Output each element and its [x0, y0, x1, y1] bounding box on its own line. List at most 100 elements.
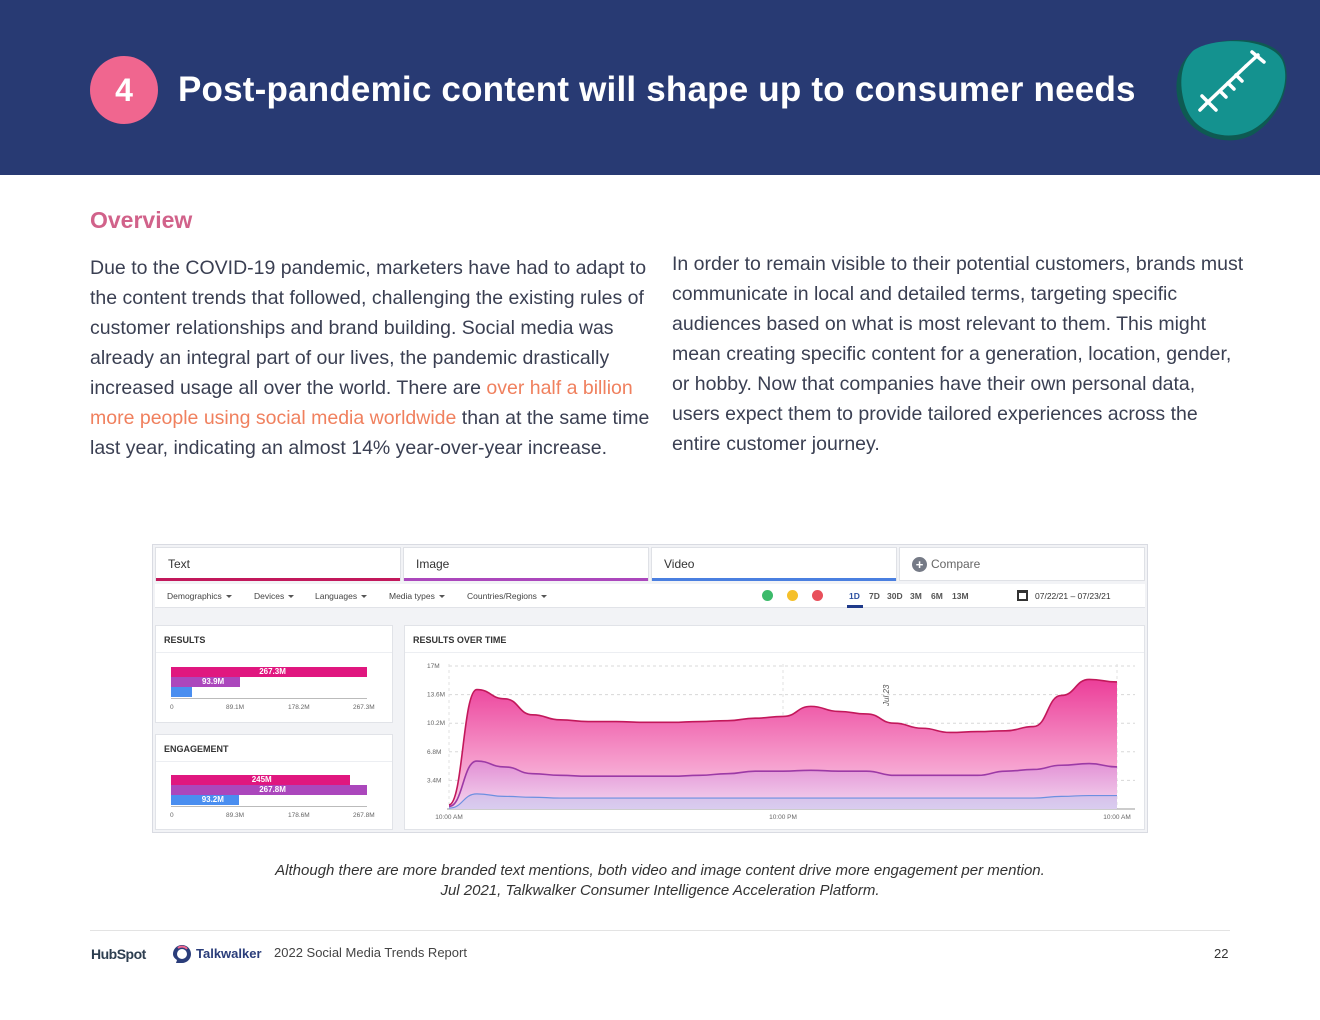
tab-video[interactable]: Video — [651, 547, 897, 581]
filter-demographics-label: Demographics — [167, 591, 222, 601]
panel-divider — [405, 652, 1144, 653]
filter-countries-label: Countries/Regions — [467, 591, 537, 601]
compare-button[interactable]: + Compare — [899, 547, 1145, 581]
hubspot-logo: HubSpot — [91, 946, 146, 962]
caret-down-icon — [288, 595, 295, 599]
results-tick: 267.3M — [353, 704, 375, 711]
positive-sentiment-icon[interactable] — [762, 590, 773, 601]
y-tick-label: 10.2M — [427, 720, 445, 727]
filter-languages-label: Languages — [315, 591, 358, 601]
filter-countries[interactable]: Countries/Regions — [467, 591, 547, 601]
filter-devices[interactable]: Devices — [254, 591, 295, 601]
engagement-panel: ENGAGEMENT 245M 267.8M 93.2M 0 89.3M 178… — [155, 734, 393, 830]
y-tick-label: 17M — [427, 663, 440, 670]
filter-bar: Demographics Devices Languages Media typ… — [155, 584, 1145, 608]
results-tick: 0 — [170, 704, 174, 711]
results-over-time-chart: 17M 13.6M 10.2M 6.8M 3.4M 10:00 AM 10:00 PM 10:… — [427, 663, 1135, 821]
neutral-sentiment-icon[interactable] — [787, 590, 798, 601]
tab-image-underline — [404, 578, 648, 581]
image-series-area — [449, 761, 1117, 809]
filter-languages[interactable]: Languages — [315, 591, 368, 601]
image-series-line — [448, 760, 1118, 808]
talkwalker-logo: Talkwalker — [196, 946, 262, 961]
results-text-bar: 267.3M — [171, 667, 367, 677]
engagement-axis — [171, 806, 367, 807]
figure-source: Jul 2021, Talkwalker Consumer Intelligen… — [440, 882, 880, 899]
filter-media-types[interactable]: Media types — [389, 591, 445, 601]
talkwalker-logo-icon — [173, 945, 191, 963]
range-6m[interactable]: 6M — [931, 591, 943, 601]
compare-label: Compare — [931, 557, 981, 571]
page-number: 22 — [1214, 946, 1229, 961]
results-image-value: 93.9M — [201, 677, 225, 686]
tab-image-label: Image — [416, 557, 450, 571]
left-text-start: Due to the COVID-19 pandemic, marketers … — [90, 257, 647, 399]
results-video-bar — [171, 687, 193, 697]
overview-heading: Overview — [90, 207, 193, 233]
date-range-picker[interactable]: 07/22/21 – 07/23/21 — [1035, 591, 1111, 601]
range-30d[interactable]: 30D — [887, 591, 903, 601]
panel-divider — [156, 652, 392, 653]
engagement-tick: 0 — [170, 812, 174, 819]
social-media-stat-link[interactable]: over half a billion more people using so… — [90, 377, 633, 429]
results-tick: 89.1M — [226, 704, 245, 711]
engagement-text-value: 245M — [251, 775, 272, 784]
page-title: Post-pandemic content will shape up to c… — [178, 70, 1136, 109]
engagement-image-bar: 267.8M — [171, 785, 367, 795]
range-1d[interactable]: 1D — [849, 591, 860, 601]
y-tick-label: 6.8M — [427, 749, 441, 756]
results-image-bar: 93.9M — [171, 677, 240, 687]
caret-down-icon — [540, 595, 547, 599]
text-series-line — [448, 678, 1118, 806]
report-name: 2022 Social Media Trends Report — [274, 945, 467, 960]
video-series-line — [448, 793, 1117, 809]
x-tick-label: 10:00 AM — [435, 814, 462, 821]
video-series-area — [449, 793, 1117, 809]
tab-text[interactable]: Text — [155, 547, 401, 581]
y-tick-label: 13.6M — [427, 692, 445, 699]
figure-caption: Although there are more branded text men… — [275, 862, 1045, 879]
results-title: RESULTS — [164, 635, 206, 645]
x-tick-label: 10:00 AM — [1103, 814, 1130, 821]
engagement-tick: 178.6M — [288, 812, 310, 819]
header-band: 4 Post-pandemic content will shape up to… — [0, 0, 1320, 175]
date-annotation: Jul 23 — [882, 684, 891, 707]
footer-divider — [90, 930, 1230, 931]
engagement-text-bar: 245M — [171, 775, 351, 785]
overview-right-paragraph: In order to remain visible to their pote… — [672, 253, 1244, 455]
engagement-video-bar: 93.2M — [171, 795, 240, 805]
calendar-icon[interactable] — [1017, 590, 1028, 601]
active-range-indicator — [847, 605, 863, 608]
tab-text-label: Text — [168, 557, 191, 571]
filter-media-types-label: Media types — [389, 591, 435, 601]
results-over-time-panel: RESULTS OVER TIME 17M 13.6M 10.2M 6.8M 3.4M 1… — [404, 625, 1145, 830]
range-13m[interactable]: 13M — [952, 591, 969, 601]
filter-demographics[interactable]: Demographics — [167, 591, 232, 601]
tab-video-label: Video — [664, 557, 695, 571]
y-tick-label: 3.4M — [427, 777, 441, 784]
engagement-tick: 267.8M — [353, 812, 375, 819]
panel-divider — [156, 761, 392, 762]
filter-devices-label: Devices — [254, 591, 285, 601]
left-text-end: than at the same time last year, indicat… — [90, 407, 650, 459]
caret-down-icon — [225, 595, 232, 599]
range-7d[interactable]: 7D — [869, 591, 880, 601]
plus-circle-icon: + — [912, 557, 927, 573]
negative-sentiment-icon[interactable] — [812, 590, 823, 601]
engagement-tick: 89.3M — [226, 812, 245, 819]
caret-down-icon — [361, 595, 368, 599]
caret-down-icon — [438, 595, 445, 599]
tab-text-underline — [156, 578, 400, 581]
results-panel: RESULTS 267.3M 93.9M 0 89.1M 178.2M 267.… — [155, 625, 393, 723]
x-tick-label: 10:00 PM — [769, 814, 797, 821]
results-axis — [171, 698, 367, 699]
results-tick: 178.2M — [288, 704, 310, 711]
engagement-title: ENGAGEMENT — [164, 744, 229, 754]
results-text-value: 267.3M — [259, 667, 286, 676]
section-number-badge: 4 — [90, 56, 158, 124]
tab-image[interactable]: Image — [403, 547, 649, 581]
engagement-image-value: 267.8M — [259, 785, 286, 794]
range-3m[interactable]: 3M — [910, 591, 922, 601]
talkwalker-dashboard: Text Image Video + Compare Demographics D… — [152, 544, 1148, 833]
engagement-video-value: 93.2M — [201, 795, 224, 804]
